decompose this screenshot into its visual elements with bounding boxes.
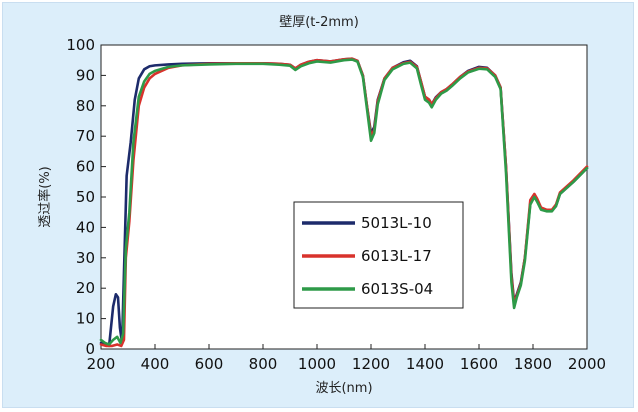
series-lines (99, 57, 589, 348)
x-tick-label: 1400 (406, 355, 444, 373)
y-tick-label: 20 (76, 279, 95, 297)
x-tick-label: 400 (141, 355, 170, 373)
x-tick-label: 800 (249, 355, 278, 373)
y-tick-label: 70 (76, 127, 95, 145)
legend-label: 5013L-10 (361, 214, 432, 232)
y-tick-label: 0 (85, 340, 95, 358)
x-tick-label: 1800 (514, 355, 552, 373)
y-axis-label: 透过率(%) (37, 166, 53, 228)
legend-label: 6013L-17 (361, 247, 432, 265)
y-tick-label: 40 (76, 218, 95, 236)
y-tick-label: 30 (76, 249, 95, 267)
x-tick-label: 200 (87, 355, 116, 373)
x-tick-label: 1600 (460, 355, 498, 373)
y-tick-label: 90 (76, 66, 95, 84)
y-tick-label: 80 (76, 97, 95, 115)
x-tick-label: 1000 (298, 355, 336, 373)
series-line-6013s-04 (99, 58, 589, 346)
y-tick-label: 10 (76, 310, 95, 328)
x-tick-label: 600 (195, 355, 224, 373)
chart-title: 壁厚(t-2mm) (279, 15, 359, 30)
x-axis: 200 400 600 800 1000 1200 1400 1600 1800 2000 (87, 344, 606, 373)
y-tick-label: 60 (76, 158, 95, 176)
x-axis-label: 波长(nm) (315, 381, 372, 396)
y-axis: 0 10 20 30 40 50 60 70 80 90 100 (66, 36, 106, 358)
legend-label: 6013S-04 (361, 280, 433, 298)
y-tick-label: 50 (76, 188, 95, 206)
x-tick-label: 2000 (568, 355, 606, 373)
y-tick-label: 100 (66, 36, 95, 54)
legend: 5013L-10 6013L-17 6013S-04 (293, 201, 464, 309)
x-tick-label: 1200 (352, 355, 390, 373)
